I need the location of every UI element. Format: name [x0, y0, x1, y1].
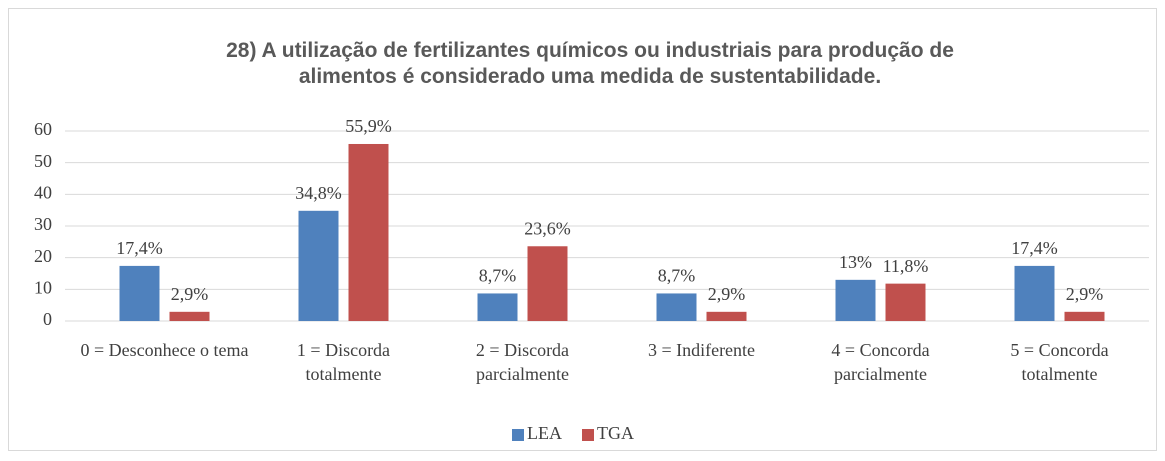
chart-border [8, 8, 1157, 451]
legend-swatch [512, 429, 524, 441]
legend-swatch [582, 429, 594, 441]
bar [348, 143, 389, 321]
y-tick-label: 30 [34, 214, 52, 234]
chart-title: 28) A utilização de fertilizantes químic… [226, 39, 954, 88]
bar [169, 311, 210, 321]
bar [706, 311, 747, 321]
y-tick-label: 60 [34, 119, 52, 139]
data-label: 11,8% [883, 256, 929, 276]
bar [119, 265, 160, 321]
y-tick-label: 40 [34, 182, 52, 202]
data-label: 13% [839, 252, 872, 272]
data-label: 2,9% [708, 284, 746, 304]
y-tick-label: 10 [34, 277, 52, 297]
bar [1064, 311, 1105, 321]
bar [656, 293, 697, 321]
bar [835, 279, 876, 321]
x-tick-label: 0 = Desconhece o tema [80, 340, 249, 360]
bar [477, 293, 518, 321]
y-tick-label: 20 [34, 246, 52, 266]
bar [885, 283, 926, 321]
bar [527, 246, 568, 321]
x-tick-label: 1 = Discorda totalmente [296, 340, 391, 384]
y-tick-label: 50 [34, 151, 52, 171]
data-label: 2,9% [171, 284, 209, 304]
data-label: 17,4% [116, 238, 163, 258]
bar [298, 210, 339, 321]
data-label: 55,9% [345, 116, 392, 136]
data-label: 23,6% [524, 218, 571, 238]
x-tick-label: 5 = Concorda totalmente [1010, 340, 1109, 384]
data-label: 8,7% [658, 266, 696, 286]
legend-label: LEA [527, 423, 562, 443]
x-tick-label: 3 = Indiferente [647, 340, 756, 360]
legend-label: TGA [597, 423, 634, 443]
x-tick-label: 4 = Concorda parcialmente [831, 340, 930, 384]
data-label: 34,8% [295, 183, 342, 203]
x-tick-label: 2 = Discorda parcialmente [475, 340, 570, 384]
data-label: 8,7% [479, 266, 517, 286]
bar [1014, 265, 1055, 321]
data-label: 17,4% [1011, 238, 1058, 258]
data-label: 2,9% [1066, 284, 1104, 304]
y-tick-label: 0 [43, 309, 52, 329]
